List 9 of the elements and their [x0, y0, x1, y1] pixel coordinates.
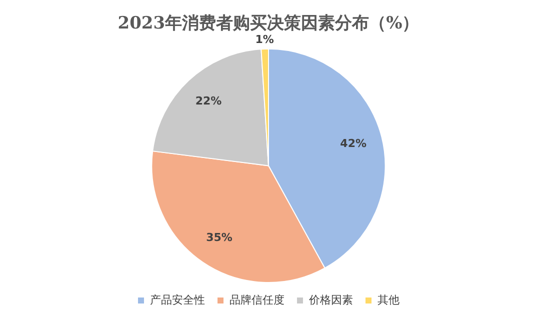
legend-label: 品牌信任度	[230, 293, 284, 306]
data-label: 35%	[206, 231, 232, 244]
data-label: 42%	[340, 136, 367, 150]
legend-label: 产品安全性	[150, 293, 205, 306]
data-label: 1%	[255, 32, 274, 46]
chart-title: 2023年消费者购买决策因素分布（%）	[118, 14, 420, 34]
legend-label: 价格因素	[308, 293, 353, 306]
legend-label: 其他	[378, 293, 400, 306]
data-label: 22%	[195, 94, 222, 108]
